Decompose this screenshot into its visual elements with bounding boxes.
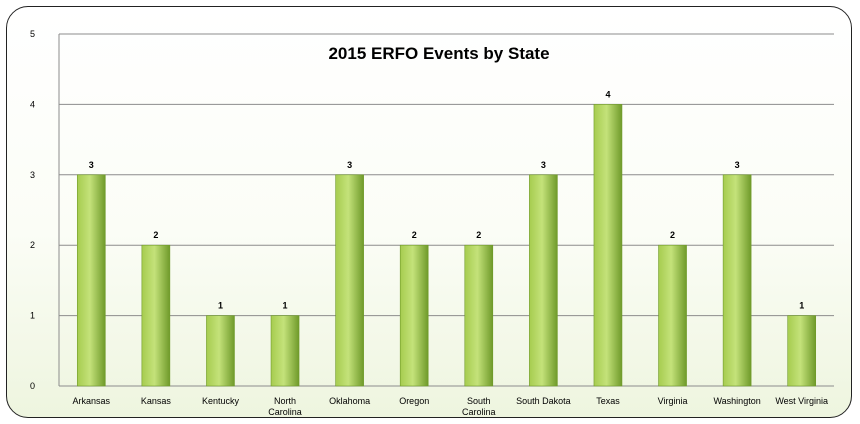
x-tick-label: Washington [714,396,761,406]
bars [76,104,817,387]
data-label: 2 [476,230,481,240]
data-label: 4 [605,89,610,99]
data-label: 2 [670,230,675,240]
data-label: 2 [412,230,417,240]
x-axis-labels: Arkansas Kansas Kentucky North Carolina Oklah… [73,396,829,417]
x-tick-label: Oklahoma [329,396,370,406]
data-label: 3 [735,160,740,170]
bar-south-dakota [529,174,558,387]
bar-kansas [141,244,171,387]
bar-kentucky [206,315,235,387]
x-tick-label: West Virginia [775,396,828,406]
bar-texas [593,104,623,387]
chart-frame: 0 1 2 3 4 5 3 2 1 1 3 2 2 3 4 2 3 1 Arkansas Kansas Kentuc… [6,6,852,418]
y-tick-label: 5 [30,29,35,39]
data-label: 3 [541,160,546,170]
x-tick-label: Texas [596,396,620,406]
y-tick-label: 4 [30,99,35,109]
x-tick-label: South Carolina [462,396,496,417]
x-tick-label: Virginia [658,396,688,406]
data-label: 1 [218,301,223,311]
bar-south-carolina [464,244,494,387]
data-label: 2 [153,230,158,240]
bar-west-virginia [787,315,817,387]
data-label: 3 [347,160,352,170]
x-tick-label: North Carolina [268,396,302,417]
bar-chart: 0 1 2 3 4 5 3 2 1 1 3 2 2 3 4 2 3 1 Arkansas Kansas Kentuc… [30,29,834,417]
chart-title: 2015 ERFO Events by State [328,44,549,63]
data-label: 3 [89,160,94,170]
y-tick-label: 3 [30,170,35,180]
data-labels: 3 2 1 1 3 2 2 3 4 2 3 1 [89,89,804,310]
y-tick-label: 0 [30,381,35,391]
bar-oklahoma [335,174,364,387]
x-tick-label: Oregon [399,396,429,406]
data-label: 1 [283,301,288,311]
bar-arkansas [76,174,106,387]
x-tick-label: Kentucky [202,396,240,406]
bar-virginia [658,244,687,387]
x-tick-label: South Dakota [516,396,571,406]
bar-washington [722,174,752,387]
x-tick-label: Arkansas [73,396,111,406]
gridlines [58,33,834,387]
y-axis-ticks: 0 1 2 3 4 5 [30,29,35,391]
x-tick-label: Kansas [141,396,172,406]
data-label: 1 [799,301,804,311]
bar-oregon [399,244,429,387]
y-tick-label: 2 [30,240,35,250]
bar-north-carolina [270,315,300,387]
y-tick-label: 1 [30,311,35,321]
